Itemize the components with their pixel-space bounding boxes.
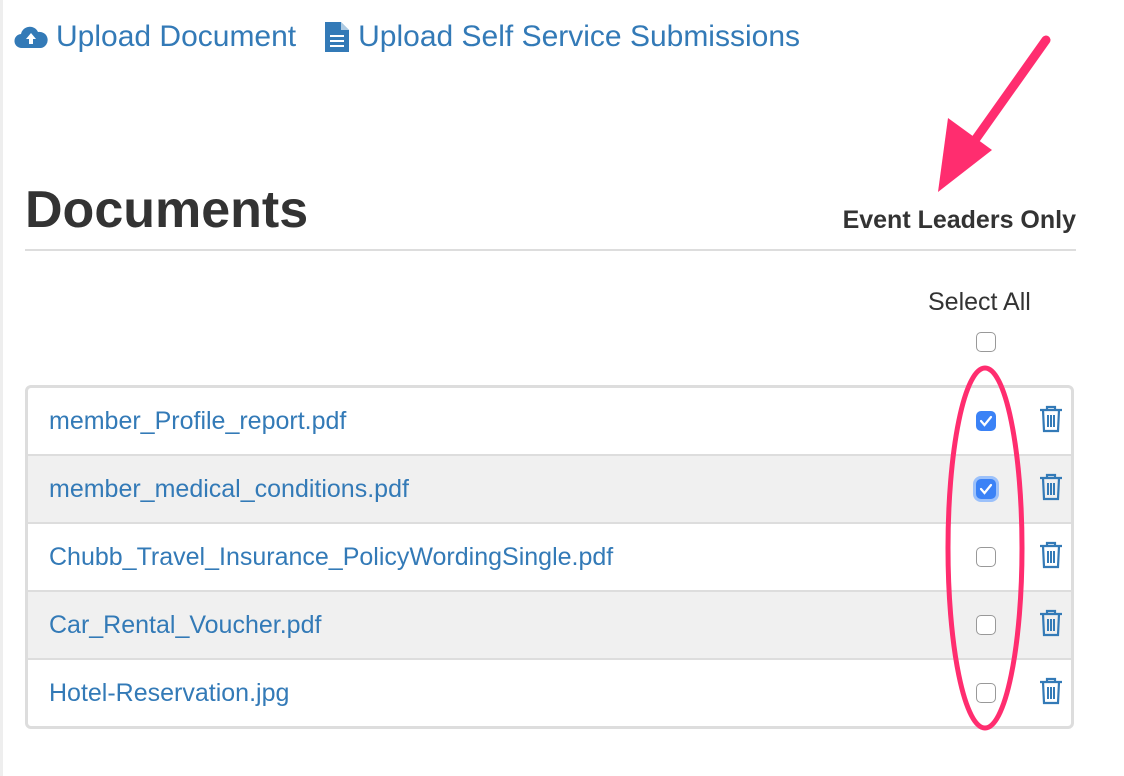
file-text-icon (325, 22, 350, 52)
trash-icon[interactable] (1038, 473, 1064, 501)
delete-button[interactable] (1038, 473, 1064, 506)
table-row: Car_Rental_Voucher.pdf (28, 590, 1071, 658)
delete-button[interactable] (1038, 609, 1064, 642)
table-row: member_medical_conditions.pdf (28, 454, 1071, 522)
select-all-label: Select All (928, 288, 1031, 316)
trash-icon[interactable] (1038, 541, 1064, 569)
file-link[interactable]: Hotel-Reservation.jpg (49, 678, 290, 707)
table-row: Chubb_Travel_Insurance_PolicyWordingSing… (28, 522, 1071, 590)
cloud-upload-icon (14, 26, 48, 49)
documents-table: member_Profile_report.pdf member_medical… (25, 385, 1074, 729)
annotation-arrowhead (938, 118, 992, 192)
event-leaders-only-checkbox[interactable] (976, 411, 996, 431)
event-leaders-only-checkbox[interactable] (976, 547, 996, 567)
trash-icon[interactable] (1038, 677, 1064, 705)
upload-document-label: Upload Document (56, 20, 297, 53)
event-leaders-only-checkbox[interactable] (976, 683, 996, 703)
file-link[interactable]: Car_Rental_Voucher.pdf (49, 610, 322, 639)
event-leaders-only-header: Event Leaders Only (842, 206, 1076, 234)
upload-document-link[interactable]: Upload Document (14, 20, 296, 54)
trash-icon[interactable] (1038, 609, 1064, 637)
select-all-checkbox[interactable] (976, 332, 996, 352)
delete-button[interactable] (1038, 405, 1064, 438)
upload-self-service-label: Upload Self Service Submissions (358, 20, 801, 53)
file-link[interactable]: member_Profile_report.pdf (49, 406, 347, 435)
divider (25, 249, 1076, 251)
page-title: Documents (25, 181, 309, 239)
trash-icon[interactable] (1038, 405, 1064, 433)
delete-button[interactable] (1038, 677, 1064, 710)
delete-button[interactable] (1038, 541, 1064, 574)
left-border (0, 0, 3, 776)
annotation-arrow (963, 35, 1051, 155)
file-link[interactable]: member_medical_conditions.pdf (49, 474, 409, 503)
event-leaders-only-checkbox[interactable] (976, 615, 996, 635)
top-links: Upload Document Upload Self Service Subm… (14, 20, 800, 54)
upload-self-service-link[interactable]: Upload Self Service Submissions (324, 20, 800, 54)
file-link[interactable]: Chubb_Travel_Insurance_PolicyWordingSing… (49, 542, 614, 571)
event-leaders-only-checkbox[interactable] (976, 479, 996, 499)
table-row: Hotel-Reservation.jpg (28, 658, 1071, 726)
table-row: member_Profile_report.pdf (28, 388, 1071, 454)
